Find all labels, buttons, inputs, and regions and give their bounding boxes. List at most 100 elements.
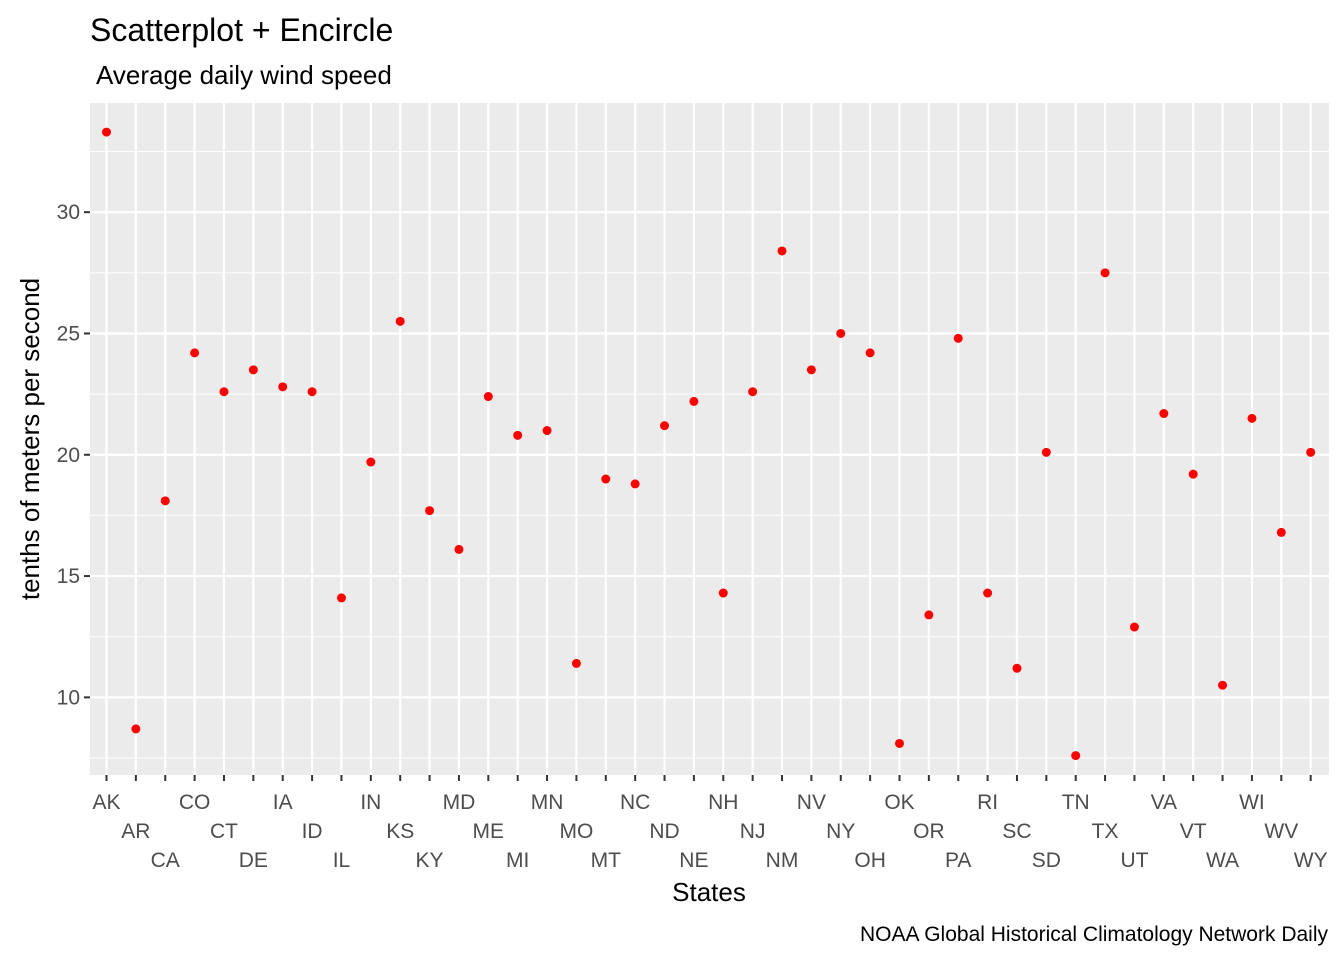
data-point [748, 387, 758, 397]
data-point [865, 348, 875, 358]
data-point [571, 658, 581, 668]
y-tick-label: 25 [57, 322, 80, 345]
x-tick-label: ND [649, 820, 679, 843]
data-point [102, 127, 111, 137]
y-tick-label: 30 [57, 201, 80, 224]
chart-subtitle: Average daily wind speed [96, 60, 392, 90]
x-tick-label: CT [210, 820, 238, 843]
x-tick-label: WI [1239, 791, 1265, 814]
x-tick-label: VT [1180, 820, 1207, 843]
x-tick-label: MO [560, 820, 594, 843]
plot-panel [90, 103, 1329, 775]
data-point [395, 316, 405, 326]
data-point [1100, 268, 1110, 278]
x-tick-label: PA [945, 849, 971, 872]
y-tick-label: 20 [57, 444, 80, 467]
data-point [1071, 751, 1081, 761]
data-point [1159, 409, 1169, 419]
data-point [689, 396, 699, 406]
x-tick-label: NJ [740, 820, 766, 843]
x-tick-label: TN [1062, 791, 1090, 814]
data-point [983, 588, 993, 598]
data-point [307, 387, 317, 397]
x-tick-label: SC [1002, 820, 1031, 843]
x-tick-label: IN [360, 791, 381, 814]
x-tick-label: KS [386, 820, 414, 843]
x-tick-label: WA [1206, 849, 1239, 872]
y-axis-title: tenths of meters per second [15, 278, 45, 600]
data-point [806, 365, 816, 375]
x-tick-label: RI [977, 791, 998, 814]
chart-title: Scatterplot + Encircle [90, 12, 393, 48]
data-point [777, 246, 787, 256]
x-tick-label: MI [506, 849, 529, 872]
data-point [542, 426, 552, 436]
x-tick-label: WY [1294, 849, 1328, 872]
x-tick-label: AK [92, 791, 120, 814]
x-tick-label: AR [121, 820, 150, 843]
minor-gridlines [90, 151, 1329, 759]
chart-caption: NOAA Global Historical Climatology Netwo… [860, 923, 1328, 946]
x-tick-label: OK [884, 791, 914, 814]
x-tick-label: IL [333, 849, 351, 872]
x-tick-label: NH [708, 791, 738, 814]
data-point [190, 348, 200, 358]
x-tick-label: NE [679, 849, 708, 872]
x-tick-label: KY [416, 849, 444, 872]
y-tick-label: 15 [57, 565, 80, 588]
x-tick-label: ME [473, 820, 505, 843]
x-tick-label: NY [826, 820, 855, 843]
data-point [1188, 469, 1198, 479]
x-tick-label: WV [1264, 820, 1298, 843]
x-tick-label: NV [797, 791, 826, 814]
x-tick-label: IA [273, 791, 293, 814]
data-point [1276, 527, 1286, 537]
data-point [953, 333, 963, 343]
data-point [425, 506, 435, 516]
data-point [131, 724, 141, 734]
x-tick-label: NC [620, 791, 650, 814]
x-tick-label: SD [1032, 849, 1061, 872]
data-point [630, 479, 640, 489]
data-point [924, 610, 934, 620]
data-point [894, 738, 904, 748]
data-point [718, 588, 728, 598]
data-point [660, 421, 670, 431]
data-point [1041, 447, 1051, 457]
data-point [336, 593, 346, 603]
x-tick-label: MD [443, 791, 476, 814]
data-point [1012, 663, 1022, 673]
data-point [1247, 413, 1257, 423]
major-gridlines [90, 103, 1329, 775]
data-point [219, 387, 229, 397]
x-tick-label: VA [1151, 791, 1177, 814]
x-tick-label: UT [1120, 849, 1148, 872]
data-point [366, 457, 376, 467]
data-points [102, 127, 1316, 761]
data-point [1218, 680, 1228, 690]
x-tick-label: TX [1092, 820, 1119, 843]
data-point [278, 382, 288, 392]
x-tick-label: NM [766, 849, 799, 872]
data-point [513, 430, 523, 440]
data-point [248, 365, 258, 375]
data-point [601, 474, 611, 484]
x-tick-label: MN [531, 791, 564, 814]
y-axis: 10 15 20 25 30 [57, 201, 90, 709]
x-axis-title: States [672, 877, 746, 907]
x-tick-label: MT [591, 849, 621, 872]
data-point [454, 544, 464, 554]
x-tick-label: CO [179, 791, 211, 814]
x-tick-label: ID [302, 820, 323, 843]
x-tick-label: OR [913, 820, 945, 843]
data-point [836, 328, 846, 338]
data-point [483, 392, 493, 402]
x-tick-label: OH [854, 849, 886, 872]
x-tick-label: DE [239, 849, 268, 872]
x-tick-label: CA [151, 849, 180, 872]
data-point [160, 496, 170, 506]
data-point [1129, 622, 1139, 632]
data-point [1306, 447, 1316, 457]
